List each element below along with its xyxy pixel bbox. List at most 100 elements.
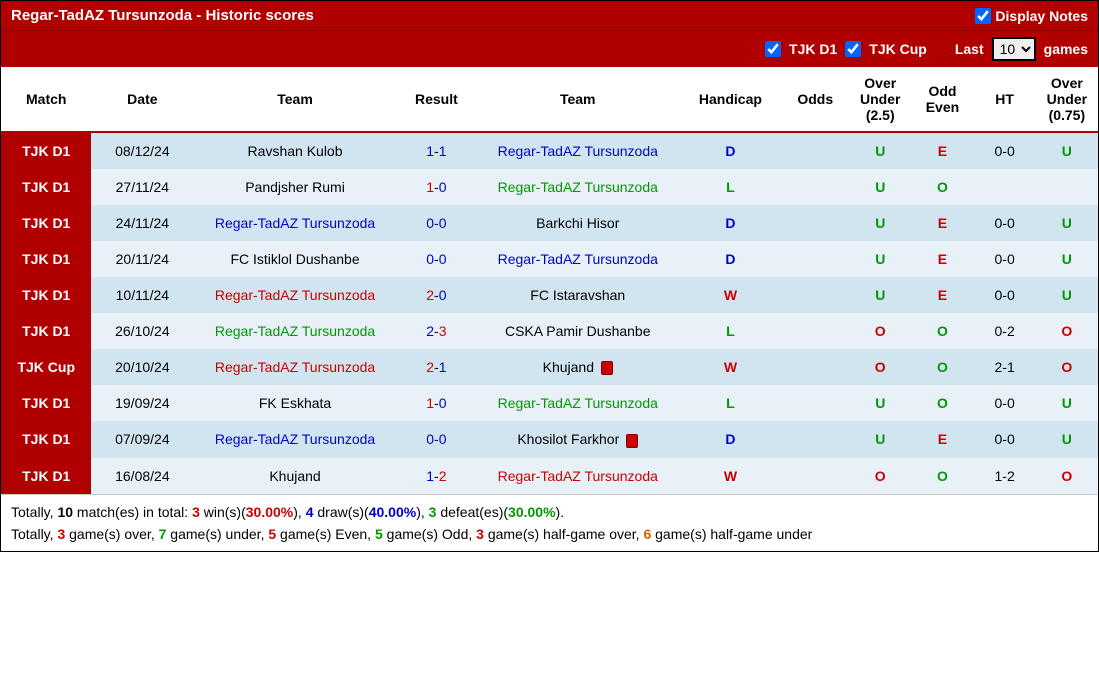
- oddeven-cell: O: [911, 349, 973, 385]
- summary-line-2: Totally, 3 game(s) over, 7 game(s) under…: [11, 523, 1088, 545]
- table-row: TJK D120/11/24FC Istiklol Dushanbe0-0Reg…: [1, 241, 1098, 277]
- result-score: 1-0: [397, 169, 476, 205]
- match-date: 19/09/24: [91, 385, 193, 421]
- away-team[interactable]: Regar-TadAZ Tursunzoda: [476, 241, 680, 277]
- ou25-cell: U: [849, 241, 911, 277]
- match-date: 10/11/24: [91, 277, 193, 313]
- handicap-result: W: [680, 277, 782, 313]
- panel-title: Regar-TadAZ Tursunzoda - Historic scores: [11, 7, 314, 24]
- away-team[interactable]: Barkchi Hisor: [476, 205, 680, 241]
- match-badge: TJK D1: [1, 313, 91, 349]
- table-row: TJK Cup20/10/24Regar-TadAZ Tursunzoda2-1…: [1, 349, 1098, 385]
- table-row: TJK D126/10/24Regar-TadAZ Tursunzoda2-3C…: [1, 313, 1098, 349]
- last-label: Last: [955, 41, 984, 57]
- ht-cell: [974, 169, 1036, 205]
- ht-cell: 0-0: [974, 421, 1036, 457]
- result-score: 2-3: [397, 313, 476, 349]
- table-row: TJK D107/09/24Regar-TadAZ Tursunzoda0-0K…: [1, 421, 1098, 457]
- filter-bar: TJK D1 TJK Cup Last 10 games: [1, 30, 1098, 67]
- col-match[interactable]: Match: [1, 67, 91, 132]
- away-team[interactable]: Regar-TadAZ Tursunzoda: [476, 385, 680, 421]
- home-team[interactable]: FC Istiklol Dushanbe: [193, 241, 397, 277]
- match-badge: TJK D1: [1, 458, 91, 494]
- away-team[interactable]: Regar-TadAZ Tursunzoda: [476, 458, 680, 494]
- home-team[interactable]: Regar-TadAZ Tursunzoda: [193, 277, 397, 313]
- ht-cell: 0-0: [974, 277, 1036, 313]
- ou075-cell: O: [1036, 349, 1098, 385]
- display-notes-toggle[interactable]: Display Notes: [975, 8, 1088, 24]
- away-team[interactable]: Regar-TadAZ Tursunzoda: [476, 169, 680, 205]
- col-date[interactable]: Date: [91, 67, 193, 132]
- match-badge: TJK D1: [1, 421, 91, 457]
- match-date: 20/10/24: [91, 349, 193, 385]
- match-badge: TJK D1: [1, 277, 91, 313]
- odds-cell: [781, 277, 849, 313]
- home-team[interactable]: Regar-TadAZ Tursunzoda: [193, 349, 397, 385]
- home-team[interactable]: FK Eskhata: [193, 385, 397, 421]
- handicap-result: D: [680, 421, 782, 457]
- away-team[interactable]: FC Istaravshan: [476, 277, 680, 313]
- oddeven-cell: E: [911, 205, 973, 241]
- col-ou075[interactable]: Over Under (0.75): [1036, 67, 1098, 132]
- match-badge: TJK D1: [1, 241, 91, 277]
- col-odds[interactable]: Odds: [781, 67, 849, 132]
- ht-cell: 1-2: [974, 458, 1036, 494]
- match-badge: TJK D1: [1, 169, 91, 205]
- ou25-cell: U: [849, 169, 911, 205]
- ou25-cell: U: [849, 205, 911, 241]
- home-team[interactable]: Regar-TadAZ Tursunzoda: [193, 313, 397, 349]
- col-oddeven[interactable]: Odd Even: [911, 67, 973, 132]
- col-result[interactable]: Result: [397, 67, 476, 132]
- result-score: 0-0: [397, 421, 476, 457]
- table-body: TJK D108/12/24Ravshan Kulob1-1Regar-TadA…: [1, 132, 1098, 494]
- odds-cell: [781, 458, 849, 494]
- result-score: 2-0: [397, 277, 476, 313]
- ou075-cell: U: [1036, 385, 1098, 421]
- match-date: 27/11/24: [91, 169, 193, 205]
- home-team[interactable]: Khujand: [193, 458, 397, 494]
- home-team[interactable]: Pandjsher Rumi: [193, 169, 397, 205]
- away-team[interactable]: Khujand: [476, 349, 680, 385]
- home-team[interactable]: Regar-TadAZ Tursunzoda: [193, 205, 397, 241]
- odds-cell: [781, 241, 849, 277]
- home-team[interactable]: Regar-TadAZ Tursunzoda: [193, 421, 397, 457]
- match-date: 16/08/24: [91, 458, 193, 494]
- tjk-d1-checkbox[interactable]: [765, 41, 781, 57]
- tjk-cup-checkbox[interactable]: [845, 41, 861, 57]
- ht-cell: 0-0: [974, 132, 1036, 169]
- home-team[interactable]: Ravshan Kulob: [193, 132, 397, 169]
- col-ou25[interactable]: Over Under (2.5): [849, 67, 911, 132]
- away-team[interactable]: Khosilot Farkhor: [476, 421, 680, 457]
- historic-scores-panel: Regar-TadAZ Tursunzoda - Historic scores…: [0, 0, 1099, 552]
- ou075-cell: O: [1036, 313, 1098, 349]
- ou25-cell: O: [849, 313, 911, 349]
- games-count-select[interactable]: 10: [992, 37, 1036, 61]
- table-row: TJK D110/11/24Regar-TadAZ Tursunzoda2-0F…: [1, 277, 1098, 313]
- col-handicap[interactable]: Handicap: [680, 67, 782, 132]
- display-notes-checkbox[interactable]: [975, 8, 991, 24]
- away-team[interactable]: Regar-TadAZ Tursunzoda: [476, 132, 680, 169]
- result-score: 1-2: [397, 458, 476, 494]
- panel-header: Regar-TadAZ Tursunzoda - Historic scores…: [1, 1, 1098, 30]
- summary: Totally, 10 match(es) in total: 3 win(s)…: [1, 494, 1098, 551]
- oddeven-cell: O: [911, 169, 973, 205]
- handicap-result: L: [680, 313, 782, 349]
- ou075-cell: U: [1036, 421, 1098, 457]
- result-score: 2-1: [397, 349, 476, 385]
- col-away-team[interactable]: Team: [476, 67, 680, 132]
- handicap-result: D: [680, 241, 782, 277]
- oddeven-cell: E: [911, 132, 973, 169]
- result-score: 0-0: [397, 205, 476, 241]
- tjk-cup-label: TJK Cup: [869, 41, 927, 57]
- ou075-cell: U: [1036, 241, 1098, 277]
- ht-cell: 0-0: [974, 241, 1036, 277]
- ht-cell: 0-0: [974, 205, 1036, 241]
- odds-cell: [781, 385, 849, 421]
- away-team[interactable]: CSKA Pamir Dushanbe: [476, 313, 680, 349]
- match-date: 24/11/24: [91, 205, 193, 241]
- col-ht[interactable]: HT: [974, 67, 1036, 132]
- ou25-cell: U: [849, 385, 911, 421]
- col-home-team[interactable]: Team: [193, 67, 397, 132]
- tjk-d1-label: TJK D1: [789, 41, 837, 57]
- ou075-cell: U: [1036, 277, 1098, 313]
